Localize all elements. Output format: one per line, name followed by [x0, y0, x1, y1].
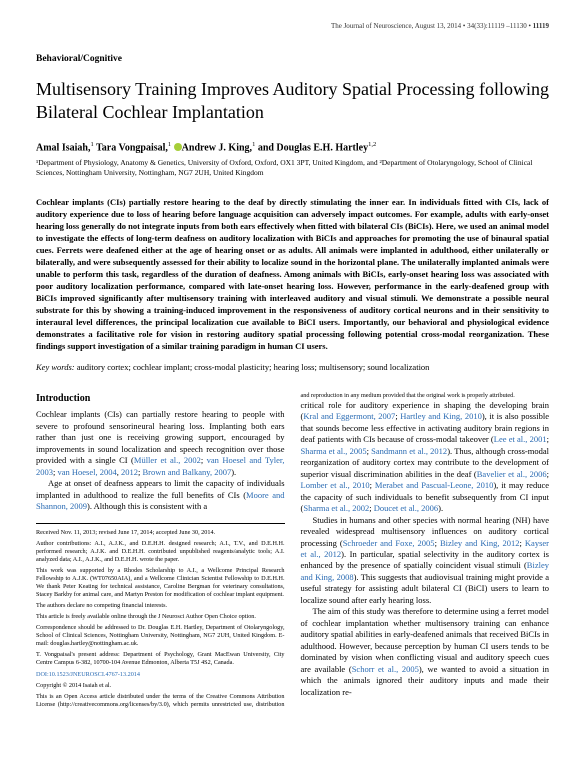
keywords-label: Key words:	[36, 362, 75, 372]
col2-paragraph-1: critical role for auditory experience in…	[301, 400, 550, 515]
col2-paragraph-2: Studies in humans and other species with…	[301, 515, 550, 607]
page-number: 11119	[533, 22, 549, 30]
affiliations: ¹Department of Physiology, Anatomy & Gen…	[36, 158, 549, 178]
abstract: Cochlear implants (CIs) partially restor…	[36, 196, 549, 353]
author-list: Amal Isaiah,1 Tara Vongpaisal,1 Andrew J…	[36, 141, 549, 155]
footnote-present-address: T. Vongpaisal's present address: Departm…	[36, 651, 285, 667]
journal-info: The Journal of Neuroscience, August 13, …	[331, 22, 533, 30]
paper-title: Multisensory Training Improves Auditory …	[36, 78, 549, 123]
footnote-contributions: Author contributions: A.I., A.J.K., and …	[36, 540, 285, 564]
body-columns: Introduction Cochlear implants (CIs) can…	[36, 392, 549, 709]
footnote-funding: This work was supported by a Rhodes Scho…	[36, 567, 285, 599]
col2-paragraph-3: The aim of this study was therefore to d…	[301, 606, 550, 698]
footnote-doi: DOI:10.1523/JNEUROSCI.4767-13.2014	[36, 671, 285, 679]
footnote-correspondence: Correspondence should be addressed to Dr…	[36, 624, 285, 648]
intro-paragraph-2: Age at onset of deafness appears to limi…	[36, 478, 285, 512]
running-header: The Journal of Neuroscience, August 13, …	[36, 22, 549, 31]
keywords-text: auditory cortex; cochlear implant; cross…	[77, 362, 430, 372]
footnote-copyright: Copyright © 2014 Isaiah et al.	[36, 682, 285, 690]
keywords-line: Key words: auditory cortex; cochlear imp…	[36, 362, 549, 373]
footnote-conflict: The authors declare no competing financi…	[36, 602, 285, 610]
intro-paragraph-1: Cochlear implants (CIs) can partially re…	[36, 409, 285, 478]
paper-page: The Journal of Neuroscience, August 13, …	[0, 0, 585, 729]
introduction-heading: Introduction	[36, 392, 285, 406]
footnote-openaccess: This article is freely available online …	[36, 613, 285, 621]
footnote-received: Received Nov. 11, 2013; revised June 17,…	[36, 529, 285, 537]
section-label: Behavioral/Cognitive	[36, 53, 549, 66]
